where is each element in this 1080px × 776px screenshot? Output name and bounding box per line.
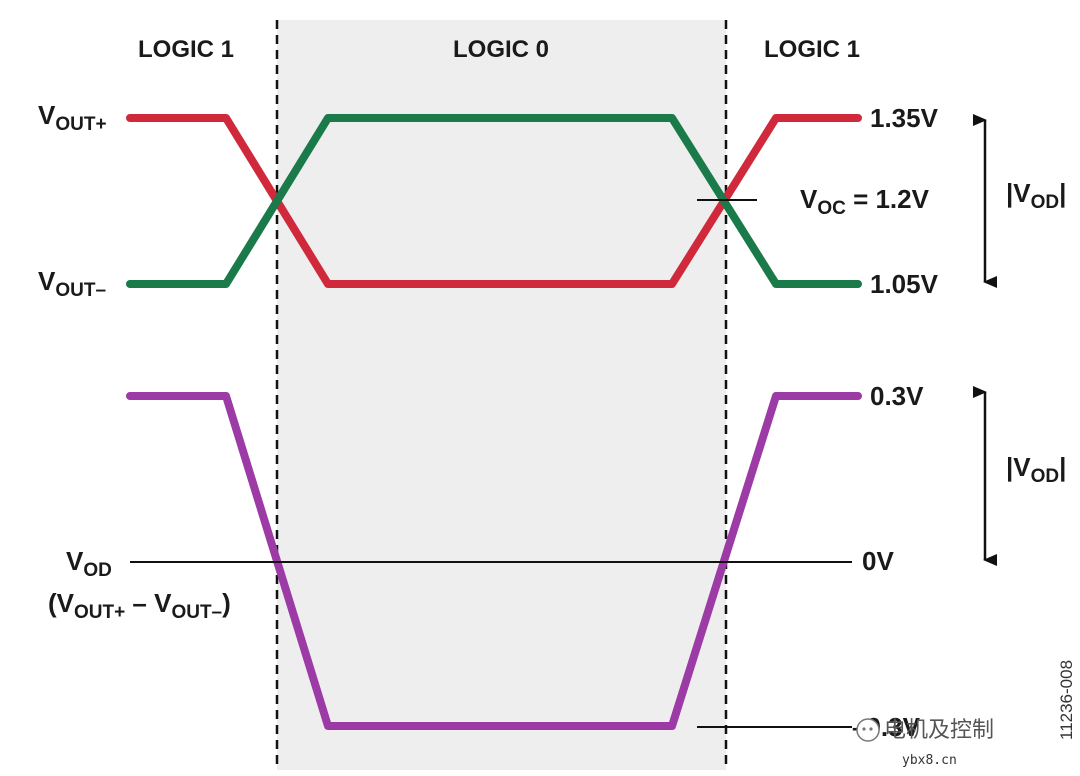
vout-minus-waveform — [126, 114, 862, 288]
watermark-text: 电机及控制 — [884, 718, 994, 743]
vod-zero-label: 0V — [862, 546, 894, 576]
vod-expression-label: (VOUT+ – VOUT–) — [48, 588, 231, 623]
vod-label: VOD — [66, 546, 112, 581]
vout-minus-label: VOUT– — [38, 266, 106, 301]
figure-id: 11236-008 — [1057, 660, 1076, 740]
level-low-label: 1.05V — [870, 269, 939, 299]
top-swing-label: |VOD| — [1006, 178, 1066, 213]
vod-high-label: 0.3V — [870, 381, 924, 411]
level-high-label: 1.35V — [870, 103, 939, 133]
header-logic1-left: LOGIC 1 — [138, 36, 234, 63]
watermark: 电机及控制 ybx8.cn — [856, 718, 994, 768]
bottom-swing-label: |VOD| — [1006, 452, 1066, 487]
watermark-chat-icon — [856, 718, 880, 742]
header-logic1-right: LOGIC 1 — [764, 36, 860, 63]
vod-waveform — [126, 392, 862, 730]
vout-plus-waveform — [126, 114, 862, 288]
header-logic0: LOGIC 0 — [453, 36, 549, 63]
logic0-shaded-region — [277, 20, 726, 770]
vout-plus-label: VOUT+ — [38, 100, 107, 135]
voc-label: VOC = 1.2V — [800, 184, 930, 219]
watermark-site: ybx8.cn — [902, 753, 957, 768]
